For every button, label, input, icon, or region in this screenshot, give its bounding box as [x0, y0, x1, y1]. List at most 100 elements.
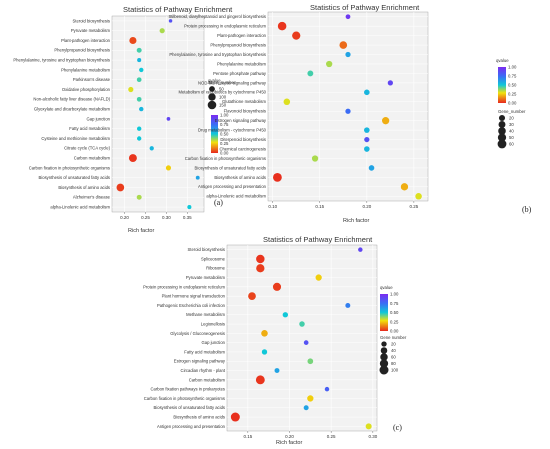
- category-label: Carbon fixation in photosynthetic organi…: [29, 165, 110, 170]
- category-label: Methane metabolism: [186, 312, 225, 317]
- data-point: [307, 70, 314, 77]
- data-point: [256, 254, 265, 264]
- size-legend-dot: [380, 347, 388, 354]
- data-point: [283, 98, 291, 106]
- chart-title: Statistics of Pathway Enrichment: [310, 3, 420, 12]
- data-point: [277, 21, 287, 31]
- category-label: Phenylpropanoid biosynthesis: [54, 48, 110, 53]
- x-tick-label: 0.20: [285, 434, 294, 439]
- size-legend-dot: [209, 86, 215, 92]
- category-label: Phenylalanine metabolism: [217, 61, 266, 66]
- category-label: Estrogen signaling pathway: [174, 359, 226, 364]
- color-legend-title: qvalue: [380, 285, 393, 290]
- category-label: Glyoxylate and dicarboxylate metabolism: [34, 107, 111, 112]
- category-label: Glycolysis / Gluconeogenesis: [170, 331, 225, 336]
- x-tick-label: 0.25: [409, 204, 418, 209]
- data-point: [159, 28, 165, 34]
- chart-panel-2: Statistics of Pathway Enrichment Stilbeno…: [168, 3, 531, 224]
- category-label: Chemical carcinogenesis: [219, 146, 266, 151]
- category-label: Protein processing in endoplasmic reticu…: [184, 24, 266, 29]
- size-legend-label: 150: [219, 103, 227, 108]
- data-point: [128, 86, 134, 93]
- size-legend-label: 100: [391, 368, 399, 373]
- size-legend-label: 20: [391, 342, 396, 347]
- data-point: [282, 312, 289, 318]
- size-legend-title: Gene_number: [208, 80, 236, 85]
- data-point: [311, 155, 319, 162]
- category-label: Oxidative phosphorylation: [62, 87, 111, 92]
- data-point: [272, 282, 282, 291]
- category-label: Plant-pathogen interaction: [61, 38, 111, 43]
- color-legend-title: qvalue: [208, 78, 221, 83]
- category-label: Metabolism of xenobiotics by cytochrome …: [178, 90, 266, 95]
- size-legend-label: 60: [509, 142, 514, 147]
- category-label: Ribosome: [206, 266, 226, 271]
- category-label: Carbon metabolism: [74, 156, 111, 161]
- color-legend-tick: 0.50: [508, 83, 517, 88]
- category-label: Protein processing in endoplasmic reticu…: [143, 284, 225, 289]
- category-label: Pentose phosphate pathway: [213, 71, 267, 76]
- color-legend-tick: 0.25: [220, 141, 229, 146]
- category-label: Diterpenoid biosynthesis: [220, 137, 266, 142]
- color-legend-tick: 0.50: [390, 310, 399, 315]
- color-legend-tick: 0.75: [220, 122, 229, 127]
- category-label: Cysteine and methionine metabolism: [41, 136, 110, 141]
- color-legend-tick: 0.00: [508, 101, 517, 106]
- data-point: [307, 358, 314, 365]
- x-tick-label: 0.20: [120, 215, 129, 220]
- color-legend-tick: 1.00: [390, 292, 399, 297]
- data-point: [364, 146, 370, 152]
- category-label: Steroid biosynthesis: [73, 18, 110, 23]
- data-point: [230, 412, 240, 422]
- category-label: Biosynthesis of amino acids: [58, 185, 110, 190]
- category-label: NOD-like receptor signaling pathway: [198, 80, 267, 85]
- category-label: Fatty acid metabolism: [69, 126, 110, 131]
- data-point: [292, 31, 301, 40]
- data-point: [368, 165, 375, 171]
- data-point: [345, 51, 351, 58]
- data-point: [324, 386, 330, 392]
- category-label: Circadian rhythm - plant: [181, 368, 226, 373]
- size-legend-label: 50: [219, 87, 224, 92]
- size-legend-dot: [498, 121, 506, 128]
- size-legend-dot: [498, 114, 506, 122]
- category-label: Steroid biosynthesis: [188, 247, 225, 252]
- plot-area: [111, 15, 205, 213]
- data-point: [274, 368, 280, 374]
- data-points: [230, 247, 372, 430]
- data-point: [415, 193, 422, 200]
- data-point: [299, 321, 305, 327]
- category-label: Antigen processing and presentation: [157, 424, 226, 429]
- data-point: [166, 117, 171, 121]
- plot-area: [226, 244, 378, 432]
- color-legend-title: qvalue: [496, 58, 509, 63]
- size-legend-title: Gene number: [380, 335, 407, 340]
- data-point: [187, 205, 192, 210]
- color-legend-tick: 0.25: [390, 319, 399, 324]
- category-label: Carbon fixation pathways in prokaryotes: [151, 387, 225, 392]
- data-point: [137, 58, 142, 63]
- color-legend-bar: [211, 115, 218, 153]
- size-legend-label: 40: [509, 129, 514, 134]
- size-legend-dot: [379, 359, 389, 368]
- data-point: [248, 292, 256, 301]
- category-label: Gap junction: [201, 340, 225, 345]
- data-point: [345, 302, 351, 308]
- x-axis-label: Rich factor: [128, 228, 154, 234]
- x-tick-label: 0.10: [268, 204, 277, 209]
- size-legend-label: 80: [391, 361, 396, 366]
- data-point: [364, 89, 370, 96]
- category-label: Stilbenoid, diarylheptanoid and gingerol…: [168, 14, 266, 19]
- x-tick-label: 0.30: [162, 215, 171, 220]
- chart-title: Statistics of Pathway Enrichment: [123, 5, 233, 14]
- category-label: Flavonoid biosynthesis: [224, 109, 266, 114]
- category-label: alpha-Linolenic acid metabolism: [50, 205, 110, 210]
- data-point: [128, 154, 137, 163]
- data-point: [165, 165, 172, 171]
- category-label: Spliceosome: [201, 256, 226, 261]
- category-label: Fatty acid metabolism: [184, 349, 225, 354]
- size-legend-dot: [498, 127, 506, 135]
- data-point: [168, 19, 173, 23]
- data-point: [149, 146, 154, 151]
- category-label: Legionellosis: [201, 321, 225, 326]
